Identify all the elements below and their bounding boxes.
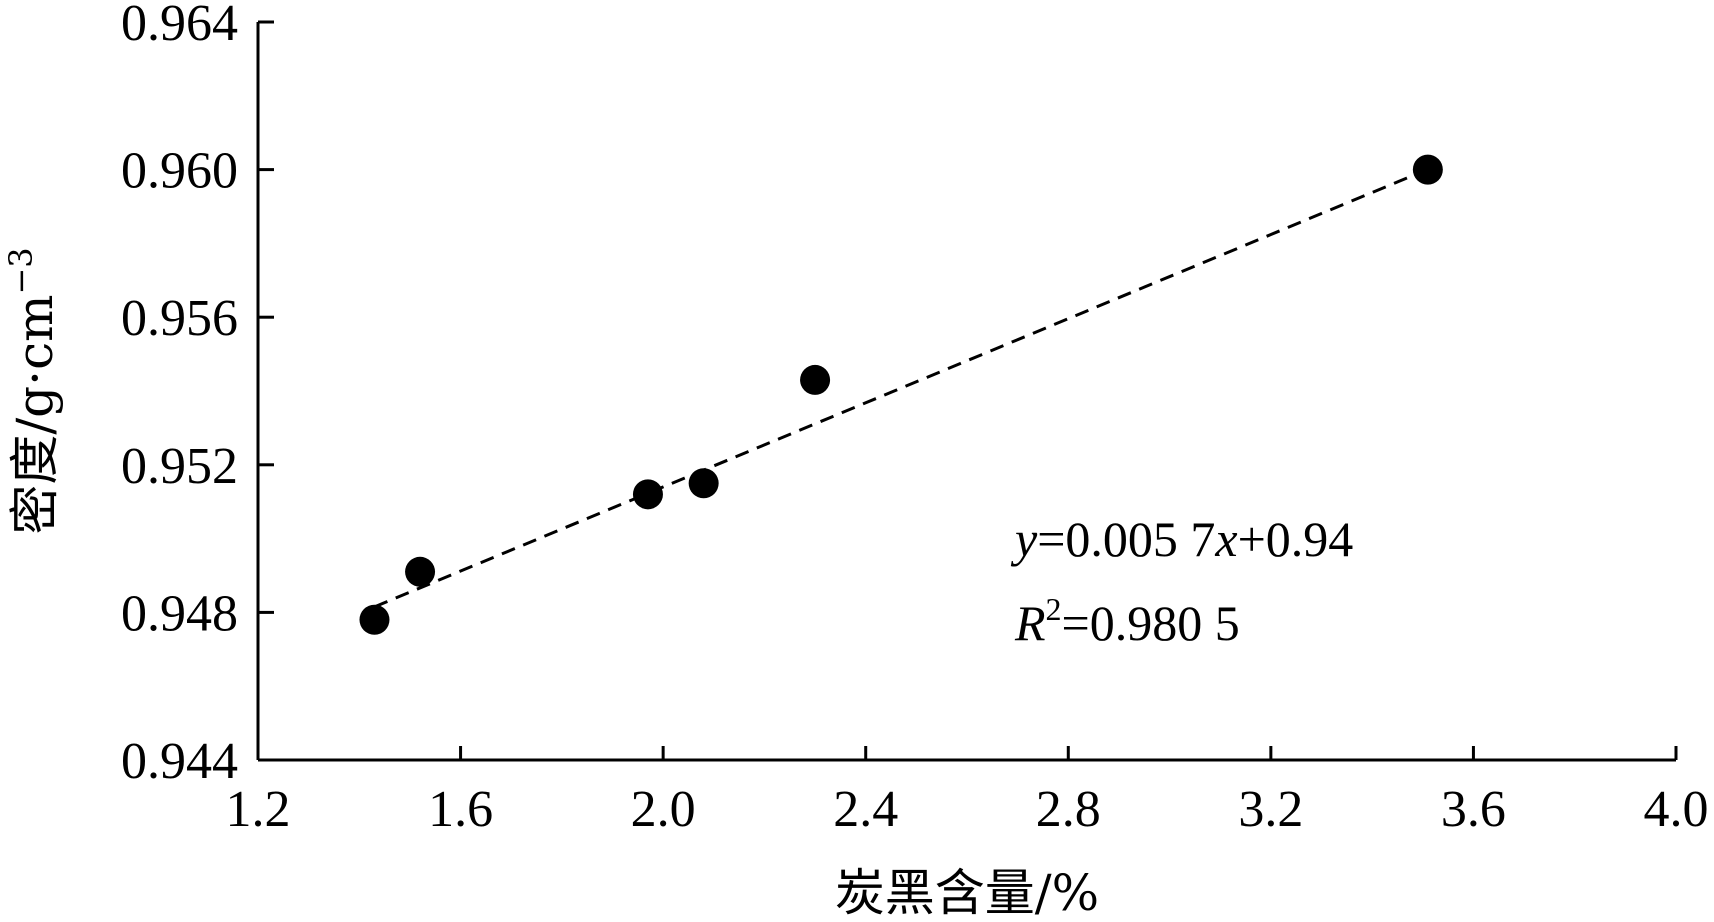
data-point — [800, 364, 831, 395]
y-tick-label: 0.952 — [121, 438, 238, 495]
data-point — [688, 468, 719, 499]
x-tick-label: 1.2 — [226, 781, 291, 838]
y-tick-label: 0.956 — [121, 290, 238, 347]
points-group — [359, 154, 1443, 635]
fit-line-group — [373, 167, 1429, 609]
y-tick-label: 0.960 — [121, 143, 238, 200]
r-squared-symbol: R — [1014, 595, 1046, 651]
x-tick-label: 3.6 — [1441, 781, 1506, 838]
r-squared-exponent: 2 — [1046, 591, 1062, 627]
data-point — [405, 556, 436, 587]
y-axis-title-superscript: −3 — [2, 247, 40, 294]
equation-y-var: y — [1010, 511, 1038, 567]
r-squared: R2=0.980 5 — [1014, 591, 1240, 651]
x-tick-label: 2.0 — [631, 781, 696, 838]
data-point — [1412, 154, 1443, 185]
regression-equation: y=0.005 7x+0.94 — [1010, 511, 1353, 567]
x-tick-label: 2.4 — [833, 781, 898, 838]
regression-line — [373, 167, 1429, 609]
x-tick-label: 1.6 — [428, 781, 493, 838]
x-tick-label: 4.0 — [1644, 781, 1709, 838]
r-squared-value: =0.980 5 — [1062, 595, 1240, 651]
y-axis-title-main: 密度/g·cm — [6, 295, 64, 535]
y-tick-label: 0.944 — [121, 733, 238, 790]
ticks: 1.2 1.6 2.0 2.4 2.8 3.2 3.6 4.0 0.944 0.948 0.952 0… — [121, 0, 1709, 838]
data-point — [632, 479, 663, 510]
x-tick-label: 3.2 — [1238, 781, 1303, 838]
x-axis-title: 炭黑含量/% — [835, 864, 1099, 922]
y-tick-label: 0.948 — [121, 585, 238, 642]
y-tick-label: 0.964 — [121, 0, 238, 52]
equation-intercept: +0.94 — [1238, 511, 1354, 567]
y-axis-title: 密度/g·cm−3 — [2, 247, 64, 534]
equation-x-var: x — [1214, 511, 1237, 567]
equation-coefficient: =0.005 7 — [1037, 511, 1215, 567]
data-point — [359, 604, 390, 635]
axes — [256, 22, 1676, 762]
x-tick-label: 2.8 — [1036, 781, 1101, 838]
